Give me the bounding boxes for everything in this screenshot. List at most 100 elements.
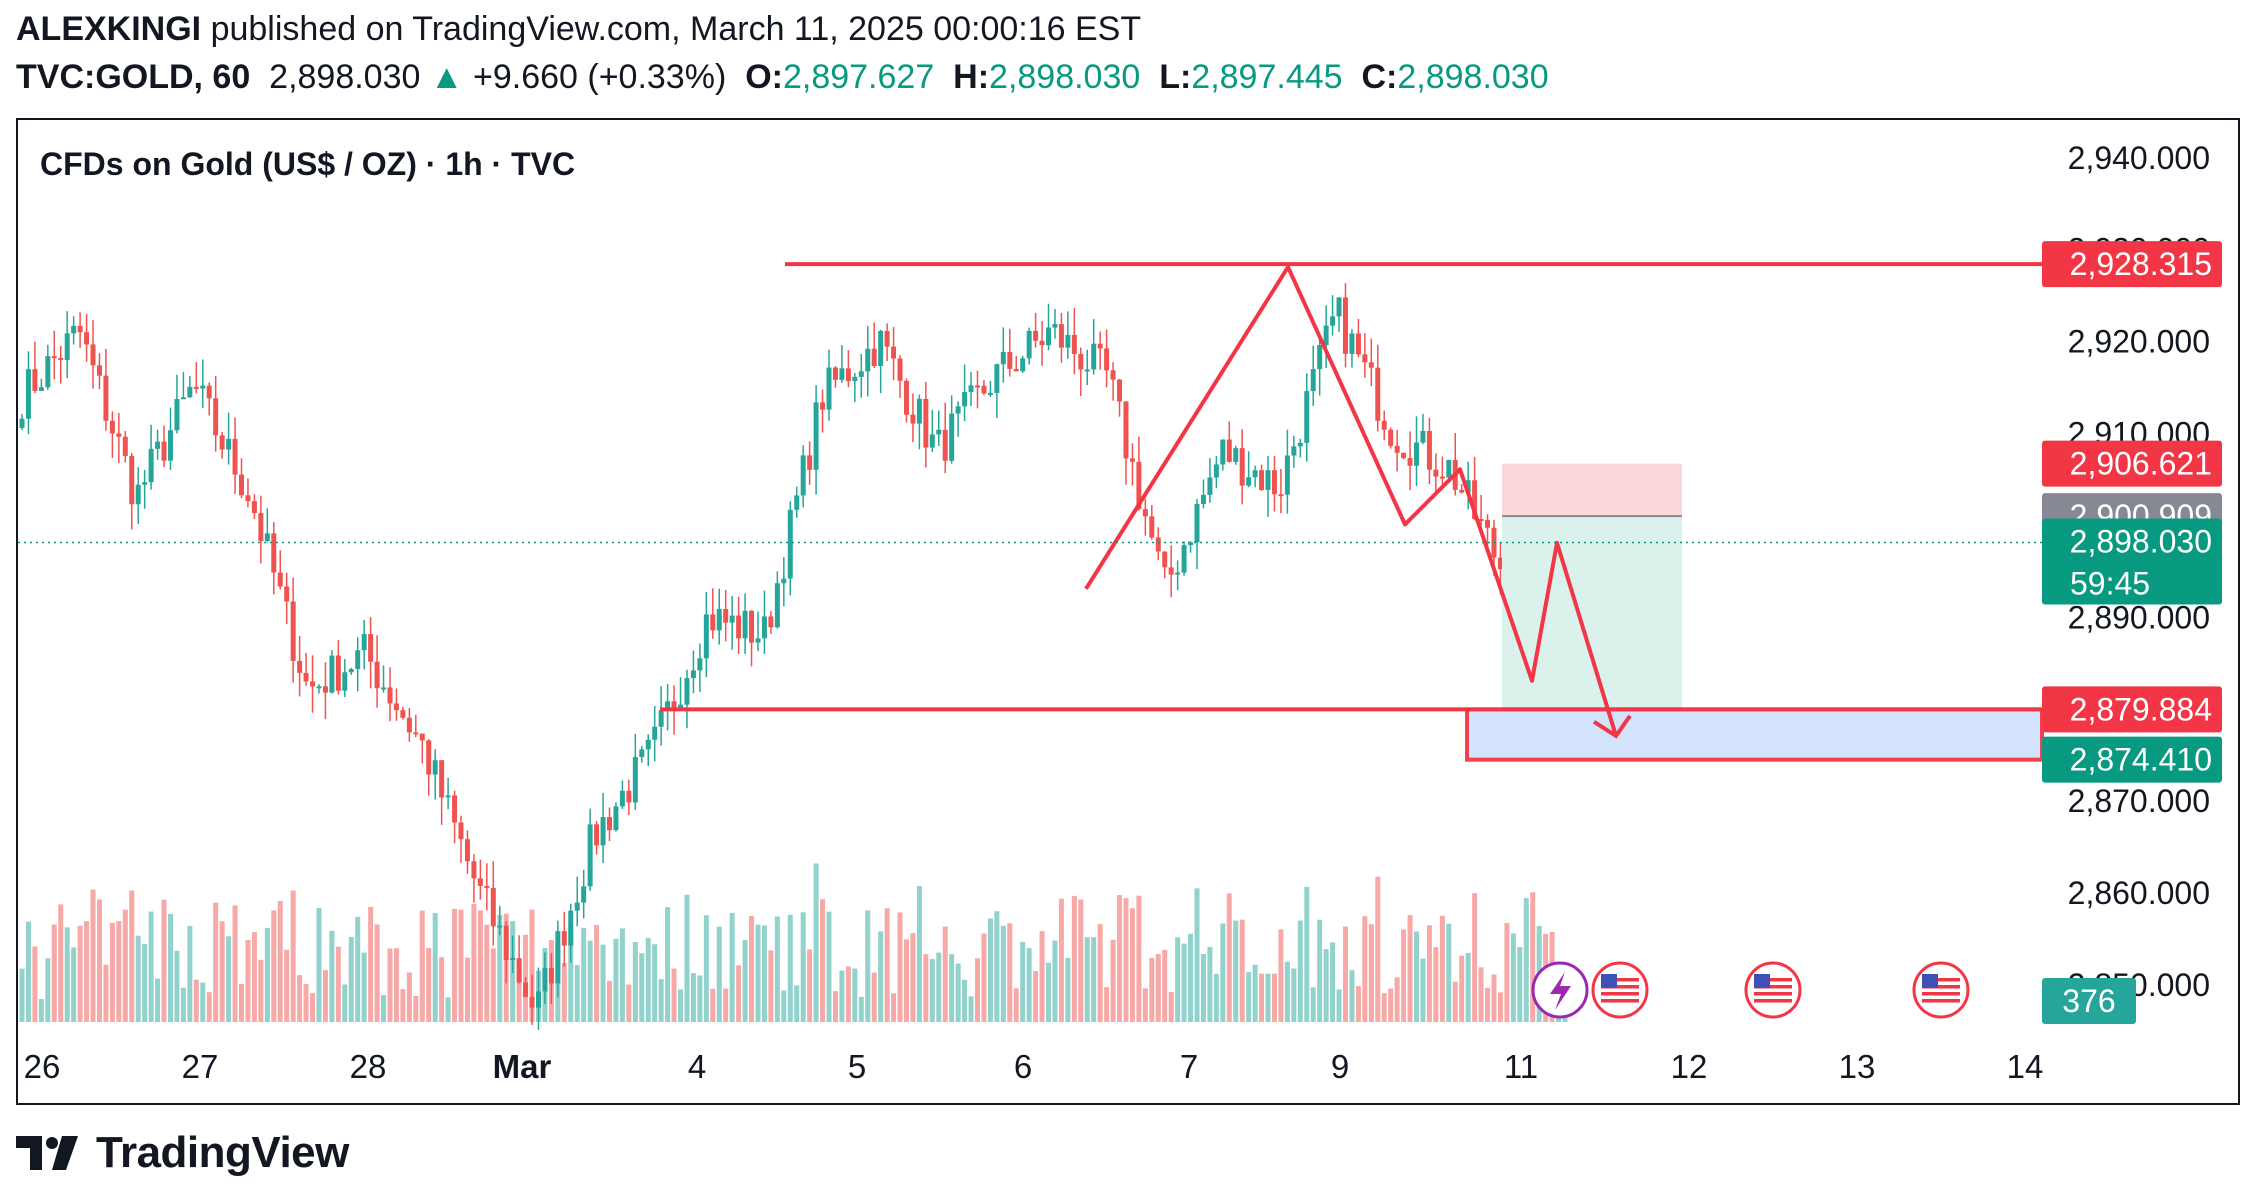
volume-bar [1123,898,1129,1022]
volume-bar [845,966,851,1022]
candle-body [929,434,935,448]
candle-body [1310,369,1316,392]
volume-bar [968,996,974,1022]
x-tick-label: 12 [1671,1048,1708,1085]
volume-bar [290,890,296,1022]
x-tick-label: 14 [2007,1048,2044,1085]
volume-bar [1020,941,1026,1022]
candle-body [871,348,877,367]
candle-body [613,806,619,831]
volume-bar [387,948,393,1022]
volume-bar [1226,893,1232,1022]
candle-body [109,420,115,434]
volume-bar [1317,919,1323,1022]
candle-body [445,795,451,798]
chart-title: CFDs on Gold (US$ / OZ) · 1h · TVC [40,146,576,182]
author-name[interactable]: ALEXKINGI [16,10,202,48]
volume-bar [613,938,619,1022]
candle-body [910,414,916,424]
candle-body [1046,327,1052,346]
volume-bar [962,979,968,1022]
candle-body [1200,494,1206,505]
volume-bar [690,973,696,1022]
volume-bar [820,899,826,1022]
candle-body [1052,324,1058,328]
volume-bar [32,946,38,1022]
candle-body [38,387,44,391]
price-tag-label: 2,874.410 [2070,742,2212,778]
candle-body [781,578,787,584]
candles [19,283,1568,1031]
candle-body [1188,542,1194,546]
candle-body [1394,445,1400,453]
candle-body [206,385,212,399]
volume-bar [232,905,238,1022]
candle-body [600,817,606,846]
x-tick-label: Mar [493,1048,552,1085]
candle-body [645,739,651,750]
symbol-name[interactable]: TVC:GOLD, 60 [16,58,251,96]
candle-body [923,398,929,448]
volume-bar [1355,986,1361,1022]
candle-body [1407,458,1413,466]
candle-body [678,704,684,709]
volume-bar [1439,915,1445,1022]
volume-bar [542,948,548,1022]
candle-body [1136,461,1142,510]
volume-bar [361,952,367,1022]
candle-body [381,687,387,690]
candle-body [1239,448,1245,486]
volume-bar [1149,957,1155,1022]
volume-bar [594,924,600,1022]
candle-body [974,385,980,388]
candle-body [903,380,909,415]
us-flag-event-icon [1744,961,1802,1019]
volume-bar [264,927,270,1022]
candle-body [84,332,90,345]
volume-bar [839,970,845,1022]
volume-bar [1233,920,1239,1022]
volume-bar [439,957,445,1022]
x-tick-label: 13 [1839,1048,1876,1085]
candle-body [884,330,890,347]
volume-bar [348,936,354,1022]
candle-body [335,655,341,691]
candle-body [155,441,161,449]
volume-bar [206,992,212,1022]
candle-body [594,824,600,846]
volume-bar [903,939,909,1022]
close-label: C: [1361,58,1398,96]
publish-info: ALEXKINGI published on TradingView.com, … [16,10,1141,49]
volume-bar [684,894,690,1022]
candle-body [826,367,832,410]
candle-body [1207,477,1213,495]
volume-bar [1414,931,1420,1022]
candle-body [310,681,316,687]
candle-body [832,367,838,380]
candle-body [1368,362,1374,368]
volume-bar [716,926,722,1022]
candle-body [1401,452,1407,459]
volume-bar [1368,924,1374,1022]
candle-body [439,760,445,798]
volume-bar [1013,988,1019,1022]
low-label: L: [1159,58,1192,96]
candle-body [858,371,864,377]
candle-body [703,614,709,659]
candle-body [322,686,328,693]
candle-body [1110,370,1116,380]
volume-bar [639,953,645,1022]
volume-bar [858,996,864,1022]
tradingview-logo[interactable]: TradingView [16,1128,349,1178]
price-tag-label: 2,906.621 [2070,446,2212,482]
price-tag-box [2042,686,2222,733]
candle-body [490,887,496,927]
last-price: 2,898.030 [269,58,421,96]
open-label: O: [745,58,783,96]
volume-bar [1007,923,1013,1022]
volume-bar [1530,892,1536,1022]
volume-bar [1394,977,1400,1022]
volume-bar [484,924,490,1022]
y-tick-label: 2,870.000 [2068,783,2210,819]
